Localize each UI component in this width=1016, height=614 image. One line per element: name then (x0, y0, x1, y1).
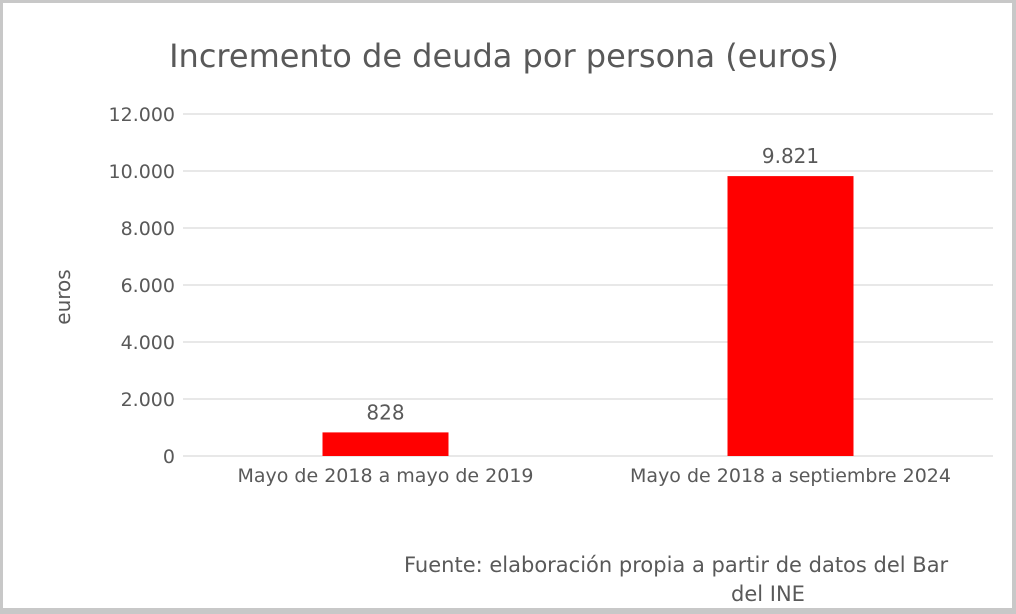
data-label: 828 (366, 400, 404, 424)
y-axis-label: euros (51, 269, 75, 324)
y-tick-label: 8.000 (121, 218, 175, 240)
bar (322, 432, 449, 456)
y-tick-label: 12.000 (109, 104, 175, 126)
source-note-line-1: Fuente: elaboración propia a partir de d… (404, 553, 949, 577)
y-tick-label: 10.000 (109, 161, 175, 183)
y-tick-label: 6.000 (121, 275, 175, 297)
x-tick-label: Mayo de 2018 a mayo de 2019 (237, 465, 533, 487)
y-tick-label: 4.000 (121, 332, 175, 354)
source-note-line-2: del INE (731, 582, 805, 606)
data-label: 9.821 (762, 144, 819, 168)
y-tick-label: 2.000 (121, 389, 175, 411)
y-tick-label: 0 (163, 446, 175, 468)
x-tick-label: Mayo de 2018 a septiembre 2024 (630, 465, 951, 487)
bar (727, 176, 854, 456)
chart-title: Incremento de deuda por persona (euros) (169, 37, 839, 75)
